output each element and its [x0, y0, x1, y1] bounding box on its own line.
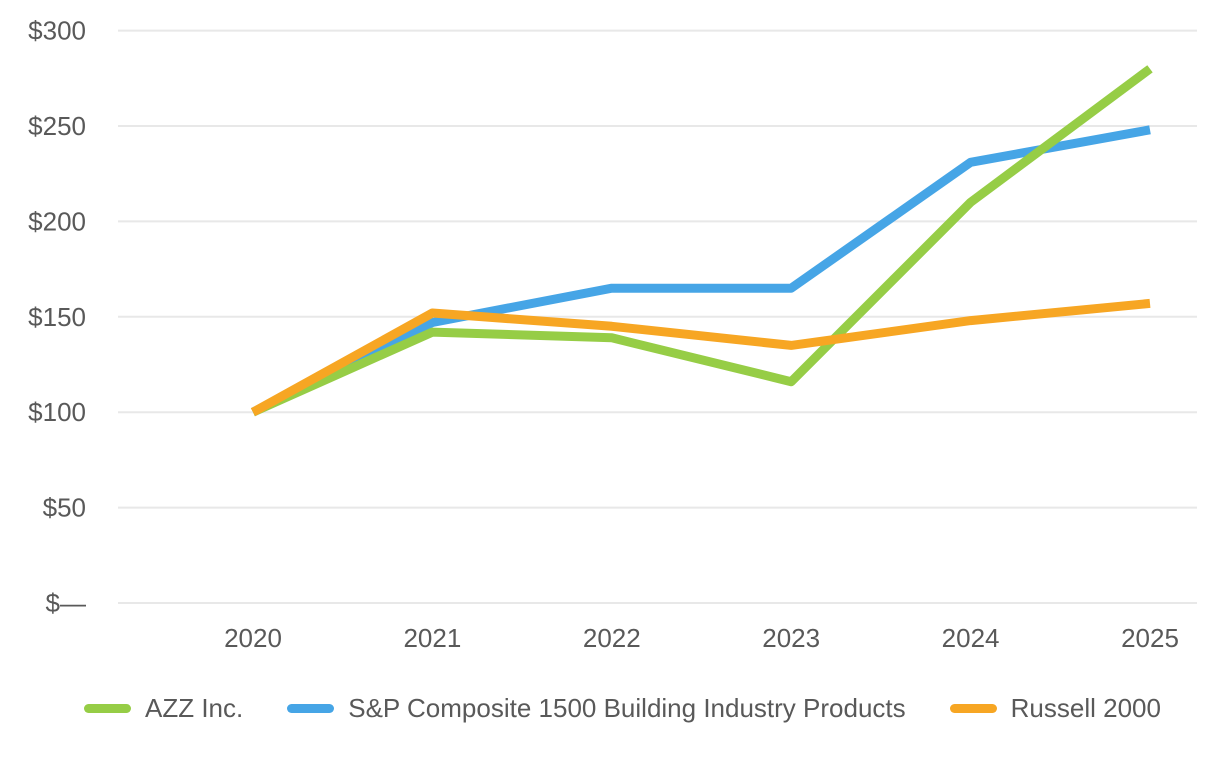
y-tick-label: $100 — [28, 397, 86, 427]
x-tick-label: 2020 — [224, 623, 282, 653]
legend-item: Russell 2000 — [949, 692, 1161, 724]
legend-label: S&P Composite 1500 Building Industry Pro… — [348, 693, 906, 723]
x-tick-label: 2022 — [583, 623, 641, 653]
legend-swatch — [949, 703, 997, 713]
legend: AZZ Inc. S&P Composite 1500 Building Indu… — [84, 692, 1161, 724]
y-tick-label: $200 — [28, 206, 86, 236]
series-line-russell-2000 — [250, 298, 1151, 417]
legend-item: S&P Composite 1500 Building Industry Pro… — [287, 692, 906, 724]
x-tick-label: 2021 — [403, 623, 461, 653]
x-tick-label: 2025 — [1121, 623, 1179, 653]
legend-swatch — [84, 703, 131, 713]
series-line-s-p-composite-1500-building-industry-products — [250, 125, 1151, 417]
y-tick-label: $150 — [28, 302, 86, 332]
y-tick-label: $250 — [28, 111, 86, 141]
y-tick-label: $— — [46, 588, 86, 618]
legend-swatch — [287, 703, 335, 713]
x-tick-label: 2024 — [942, 623, 1000, 653]
legend-label: Russell 2000 — [1010, 693, 1161, 723]
y-tick-label: $300 — [28, 16, 86, 46]
plot-area: $— $50 $100 $150 $200 $250 $300 2020 2021 2022 202… — [28, 16, 1197, 653]
y-tick-label: $50 — [43, 493, 86, 523]
series-line-azz-inc — [251, 65, 1153, 417]
x-tick-label: 2023 — [762, 623, 820, 653]
legend-label: AZZ Inc. — [145, 693, 244, 723]
legend-item: AZZ Inc. — [84, 692, 243, 724]
